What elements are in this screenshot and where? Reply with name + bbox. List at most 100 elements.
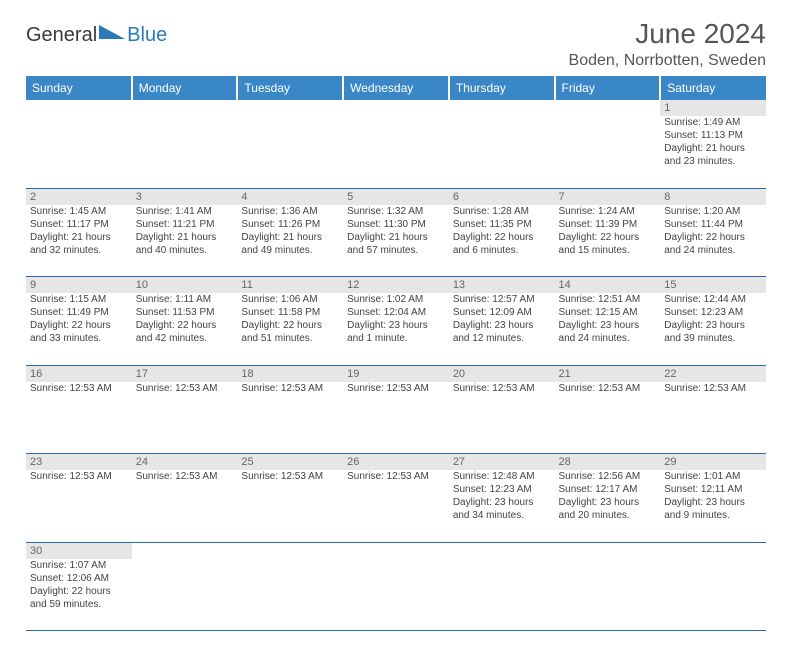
day-number: 23 [26,454,132,471]
day-number: 2 [26,188,132,205]
sunrise-text: Sunrise: 1:28 AM [453,205,551,218]
day-cell [449,116,555,188]
day-details: Sunrise: 12:56 AMSunset: 12:17 AMDayligh… [559,470,657,522]
sunset-text: Sunset: 11:49 PM [30,306,128,319]
day-number [132,100,238,116]
day-details: Sunrise: 1:06 AMSunset: 11:58 PMDaylight… [241,293,339,345]
sunrise-text: Sunrise: 12:53 AM [453,382,551,395]
sunrise-text: Sunrise: 12:53 AM [664,382,762,395]
day-body-row: Sunrise: 1:15 AMSunset: 11:49 PM Daylight… [26,293,766,365]
day-details: Sunrise: 12:53 AM [30,470,128,483]
daylight-text: Daylight: 23 hours and 12 minutes. [453,319,551,345]
day-details: Sunrise: 1:41 AMSunset: 11:21 PMDaylight… [136,205,234,257]
calendar-page: General Blue June 2024 Boden, Norrbotten… [0,0,792,649]
day-cell: Sunrise: 12:53 AM [343,382,449,454]
day-cell: Sunrise: 12:44 AMSunset: 12:23 AMDayligh… [660,293,766,365]
day-number [237,100,343,116]
day-cell [132,559,238,631]
weekday-header-row: Sunday Monday Tuesday Wednesday Thursday… [26,76,766,100]
logo-blue-text: Blue [127,24,167,47]
day-details: Sunrise: 12:53 AM [30,382,128,395]
day-details: Sunrise: 1:02 AMSunset: 12:04 AMDaylight… [347,293,445,345]
sunset-text: Sunset: 11:53 PM [136,306,234,319]
day-details: Sunrise: 1:24 AMSunset: 11:39 PMDaylight… [559,205,657,257]
sunrise-text: Sunrise: 12:53 AM [136,382,234,395]
sunset-text: Sunset: 11:44 PM [664,218,762,231]
day-number: 21 [555,365,661,382]
day-cell [237,116,343,188]
day-details: Sunrise: 12:48 AMSunset: 12:23 AMDayligh… [453,470,551,522]
sunrise-text: Sunrise: 1:49 AM [664,116,762,129]
day-details: Sunrise: 12:53 AM [241,382,339,395]
day-number: 14 [555,277,661,294]
day-number: 19 [343,365,449,382]
day-number [555,100,661,116]
sunrise-text: Sunrise: 12:57 AM [453,293,551,306]
day-cell [26,116,132,188]
day-details: Sunrise: 1:11 AMSunset: 11:53 PMDaylight… [136,293,234,345]
day-number: 8 [660,188,766,205]
day-cell: Sunrise: 1:02 AMSunset: 12:04 AMDaylight… [343,293,449,365]
sunrise-text: Sunrise: 1:11 AM [136,293,234,306]
day-cell: Sunrise: 12:53 AM [26,382,132,454]
daylight-text: Daylight: 23 hours and 9 minutes. [664,496,762,522]
day-number: 12 [343,277,449,294]
sunrise-text: Sunrise: 12:53 AM [241,382,339,395]
day-cell: Sunrise: 12:53 AM [660,382,766,454]
day-number: 5 [343,188,449,205]
day-number [449,100,555,116]
day-cell [237,559,343,631]
day-cell: Sunrise: 1:45 AMSunset: 11:17 PMDaylight… [26,205,132,277]
day-cell: Sunrise: 1:20 AMSunset: 11:44 PMDaylight… [660,205,766,277]
day-cell: Sunrise: 1:15 AMSunset: 11:49 PMDaylight… [26,293,132,365]
daylight-text: Daylight: 22 hours and 59 minutes. [30,585,128,611]
sunrise-text: Sunrise: 1:45 AM [30,205,128,218]
location-text: Boden, Norrbotten, Sweden [569,52,766,70]
sunrise-text: Sunrise: 1:06 AM [241,293,339,306]
day-number: 15 [660,277,766,294]
day-cell [555,559,661,631]
sunrise-text: Sunrise: 12:53 AM [241,470,339,483]
daynum-row: 30 [26,542,766,559]
day-number [237,542,343,559]
day-details: Sunrise: 12:53 AM [453,382,551,395]
sunset-text: Sunset: 11:30 PM [347,218,445,231]
day-cell: Sunrise: 1:41 AMSunset: 11:21 PMDaylight… [132,205,238,277]
day-details: Sunrise: 1:28 AMSunset: 11:35 PMDaylight… [453,205,551,257]
sunset-text: Sunset: 12:15 AM [559,306,657,319]
logo-text-blue: Blue [99,24,167,47]
day-cell [343,559,449,631]
day-cell [555,116,661,188]
day-number: 29 [660,454,766,471]
day-cell: Sunrise: 12:51 AMSunset: 12:15 AMDayligh… [555,293,661,365]
day-number: 27 [449,454,555,471]
sunset-text: Sunset: 11:35 PM [453,218,551,231]
sunset-text: Sunset: 12:23 AM [453,483,551,496]
day-details: Sunrise: 12:57 AMSunset: 12:09 AMDayligh… [453,293,551,345]
page-header: General Blue June 2024 Boden, Norrbotten… [26,18,766,70]
sunset-text: Sunset: 11:58 PM [241,306,339,319]
day-details: Sunrise: 12:51 AMSunset: 12:15 AMDayligh… [559,293,657,345]
day-cell: Sunrise: 12:53 AM [132,382,238,454]
daylight-text: Daylight: 22 hours and 42 minutes. [136,319,234,345]
daylight-text: Daylight: 22 hours and 24 minutes. [664,231,762,257]
day-cell: Sunrise: 1:07 AMSunset: 12:06 AMDaylight… [26,559,132,631]
sunrise-text: Sunrise: 1:41 AM [136,205,234,218]
daylight-text: Daylight: 23 hours and 24 minutes. [559,319,657,345]
sunrise-text: Sunrise: 12:51 AM [559,293,657,306]
day-number [343,542,449,559]
weekday-header: Friday [555,76,661,100]
daylight-text: Daylight: 23 hours and 39 minutes. [664,319,762,345]
brand-logo: General Blue [26,24,167,47]
month-title: June 2024 [569,18,766,50]
day-number [449,542,555,559]
day-cell [660,559,766,631]
sunrise-text: Sunrise: 1:02 AM [347,293,445,306]
logo-text-general: General [26,24,97,47]
day-details: Sunrise: 12:53 AM [559,382,657,395]
sunrise-text: Sunrise: 12:53 AM [136,470,234,483]
sunrise-text: Sunrise: 1:15 AM [30,293,128,306]
daylight-text: Daylight: 21 hours and 40 minutes. [136,231,234,257]
day-cell: Sunrise: 1:06 AMSunset: 11:58 PMDaylight… [237,293,343,365]
daynum-row: 9101112131415 [26,277,766,294]
